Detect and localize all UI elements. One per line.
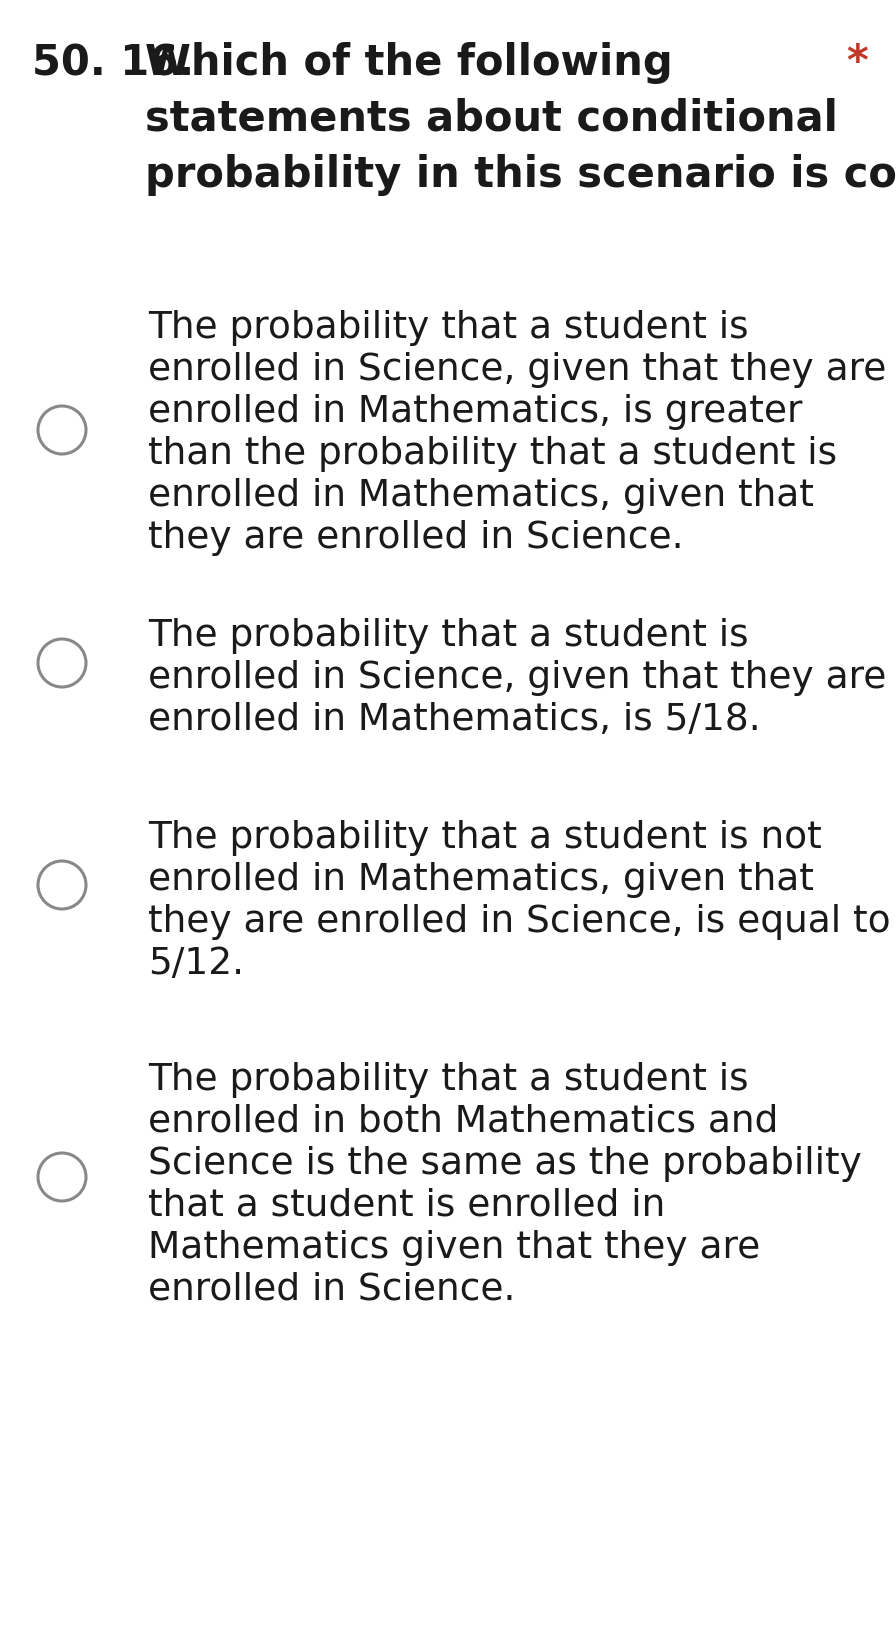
Text: enrolled in Science, given that they are: enrolled in Science, given that they are [148,661,886,695]
Text: enrolled in Science.: enrolled in Science. [148,1272,515,1308]
Text: 5/12.: 5/12. [148,947,244,981]
Text: The probability that a student is: The probability that a student is [148,618,749,654]
Text: *: * [846,41,868,84]
Text: enrolled in Science, given that they are: enrolled in Science, given that they are [148,352,886,388]
Text: 50. 16.: 50. 16. [32,41,194,84]
Text: The probability that a student is: The probability that a student is [148,1062,749,1099]
Text: The probability that a student is: The probability that a student is [148,311,749,345]
Text: enrolled in Mathematics, is greater: enrolled in Mathematics, is greater [148,393,803,430]
Text: they are enrolled in Science.: they are enrolled in Science. [148,520,684,557]
Text: enrolled in Mathematics, given that: enrolled in Mathematics, given that [148,862,814,899]
Text: they are enrolled in Science, is equal to: they are enrolled in Science, is equal t… [148,904,891,940]
Text: Science is the same as the probability: Science is the same as the probability [148,1146,862,1181]
Text: that a student is enrolled in: that a student is enrolled in [148,1188,665,1224]
Text: enrolled in both Mathematics and: enrolled in both Mathematics and [148,1104,779,1140]
Text: enrolled in Mathematics, given that: enrolled in Mathematics, given that [148,477,814,514]
Text: Mathematics given that they are: Mathematics given that they are [148,1231,760,1265]
Text: than the probability that a student is: than the probability that a student is [148,436,837,472]
Text: The probability that a student is not: The probability that a student is not [148,819,822,856]
Text: Which of the following
statements about conditional
probability in this scenario: Which of the following statements about … [145,41,896,195]
Text: enrolled in Mathematics, is 5/18.: enrolled in Mathematics, is 5/18. [148,702,761,738]
